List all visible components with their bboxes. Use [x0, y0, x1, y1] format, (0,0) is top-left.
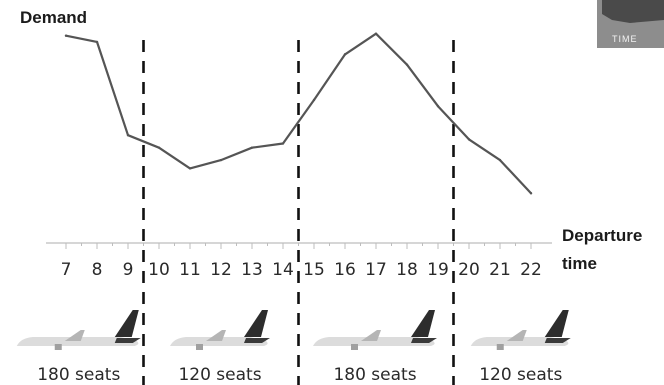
demand-point-20 [467, 138, 471, 141]
x-axis-label-line-1: Departure [562, 226, 642, 245]
x-axis-tick-labels: 7 8 9 10 11 12 13 14 15 16 17 18 19 20 21 22 [61, 260, 542, 280]
segment-seat-label-1: 180 seats [37, 365, 120, 385]
x-tick-label-8: 8 [92, 260, 103, 280]
x-axis-label-line-2: time [562, 254, 597, 273]
demand-point-11 [188, 167, 192, 170]
x-axis-label: Departure time [562, 226, 642, 273]
x-tick-label-19: 19 [427, 260, 449, 280]
x-tick-label-18: 18 [396, 260, 418, 280]
demand-series-points [64, 32, 533, 195]
small-plane-icon [470, 310, 571, 350]
demand-point-22 [529, 192, 533, 195]
x-tick-label-15: 15 [303, 260, 325, 280]
demand-point-15 [312, 98, 316, 102]
y-axis-label: Demand [20, 8, 87, 27]
x-tick-label-22: 22 [520, 260, 542, 280]
demand-point-10 [157, 146, 161, 149]
segment-planes [16, 310, 571, 350]
demand-point-14 [281, 142, 285, 145]
badge-label: TIME [612, 34, 638, 44]
demand-point-13 [250, 146, 254, 149]
x-tick-label-16: 16 [334, 260, 356, 280]
segment-seat-label-3: 180 seats [333, 365, 416, 385]
x-tick-label-21: 21 [489, 260, 511, 280]
segment-seat-label-4: 120 seats [479, 365, 562, 385]
x-tick-label-20: 20 [458, 260, 480, 280]
segment-seat-labels: 180 seats 120 seats 180 seats 120 seats [37, 365, 562, 385]
demand-point-7 [64, 34, 68, 37]
demand-series-line [64, 32, 533, 195]
demand-point-8 [95, 40, 99, 44]
x-tick-label-17: 17 [365, 260, 387, 280]
small-plane-icon [170, 310, 270, 350]
x-tick-label-11: 11 [179, 260, 201, 280]
x-tick-label-7: 7 [61, 260, 72, 280]
x-tick-label-12: 12 [210, 260, 232, 280]
x-tick-label-9: 9 [123, 260, 134, 280]
badge-photo-icon [602, 0, 664, 23]
x-tick-label-10: 10 [148, 260, 170, 280]
x-tick-label-13: 13 [241, 260, 263, 280]
segment-seat-label-2: 120 seats [178, 365, 261, 385]
demand-point-12 [219, 158, 223, 162]
x-axis-ticks [65, 243, 532, 249]
demand-point-17 [374, 32, 378, 35]
demand-point-9 [126, 134, 130, 137]
demand-point-18 [405, 63, 409, 66]
segment-dividers [142, 40, 455, 385]
demand-point-21 [498, 158, 502, 162]
large-plane-icon [313, 310, 437, 350]
x-tick-label-14: 14 [272, 260, 294, 280]
demand-point-16 [343, 53, 347, 56]
corner-badge: TIME [597, 0, 664, 48]
large-plane-icon [16, 310, 141, 350]
demand-point-19 [436, 105, 440, 108]
